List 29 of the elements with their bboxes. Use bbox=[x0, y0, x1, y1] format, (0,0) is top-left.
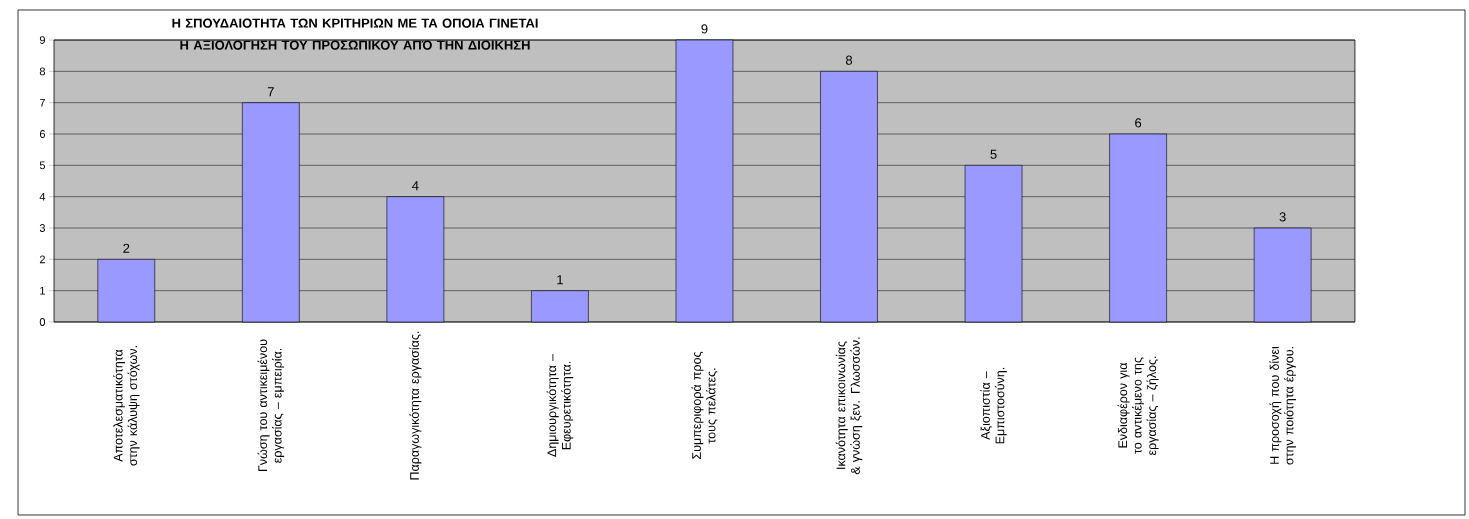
x-tick-label: Ενδιαφέρον για το αντικέμενο της εργασίας – ζήλος. bbox=[1117, 356, 1159, 456]
data-label: 2 bbox=[123, 243, 130, 253]
data-label: 8 bbox=[845, 55, 853, 65]
data-label: 6 bbox=[1135, 118, 1142, 128]
x-tick-label: Συμπεριφορά προς τους πελάτες. bbox=[691, 351, 718, 459]
x-tick-label: Αξιοπιστία – Εμπιστοσύνη. bbox=[980, 367, 1007, 444]
data-label: 3 bbox=[1279, 212, 1286, 222]
x-tick-label: Παραγωγικότητα εργασίας. bbox=[409, 331, 422, 480]
y-tick-label: 5 bbox=[39, 161, 46, 170]
data-label: 7 bbox=[267, 87, 274, 97]
data-label: 5 bbox=[990, 149, 997, 159]
y-tick-label: 0 bbox=[39, 318, 46, 326]
x-tick-label: Γνώση του αντικειμένου εργασίας – εμπειρία. bbox=[257, 339, 285, 472]
x-tick-label: Δημιουργικότητα – Εφευρετικότητα. bbox=[546, 354, 574, 457]
x-tick-label: Αποτελεσματικότητα στην κάλυψη στόχων. bbox=[113, 346, 140, 466]
y-tick-label: 7 bbox=[39, 98, 45, 107]
y-tick-label: 3 bbox=[39, 224, 45, 232]
data-label: 9 bbox=[701, 24, 708, 34]
y-tick-label: 8 bbox=[39, 67, 45, 76]
y-tick-label: 9 bbox=[39, 36, 45, 44]
chart-title: Η ΣΠΟΥΔΑΙΟΤΗΤΑ ΤΩΝ ΚΡΙΤΗΡΙΩΝ ΜΕ ΤΑ ΟΠΟΙΑ ΓΙΝΕΤΑΙ Η ΑΞΙΟΛΟΓΗΣΗ ΤΟΥ ΠΡΟΣΩΠΙΚΟΥ ΑΠΌ ΤΗΝ ΔΙΟΙΚΗΣΗ bbox=[172, 18, 538, 50]
y-tick-label: 4 bbox=[39, 192, 46, 201]
x-tick-label: Ικανότητα επικοινωνίας & γνώση ξεν. Γλωσσών. bbox=[835, 337, 863, 475]
y-tick-label: 1 bbox=[40, 286, 45, 295]
x-tick-label: Η προσοχή που δίνει στην ποιότητα έργου. bbox=[1269, 346, 1296, 465]
data-label: 4 bbox=[412, 181, 419, 191]
data-label: 1 bbox=[557, 275, 563, 285]
y-tick-label: 2 bbox=[39, 255, 45, 264]
y-tick-label: 6 bbox=[39, 130, 45, 138]
